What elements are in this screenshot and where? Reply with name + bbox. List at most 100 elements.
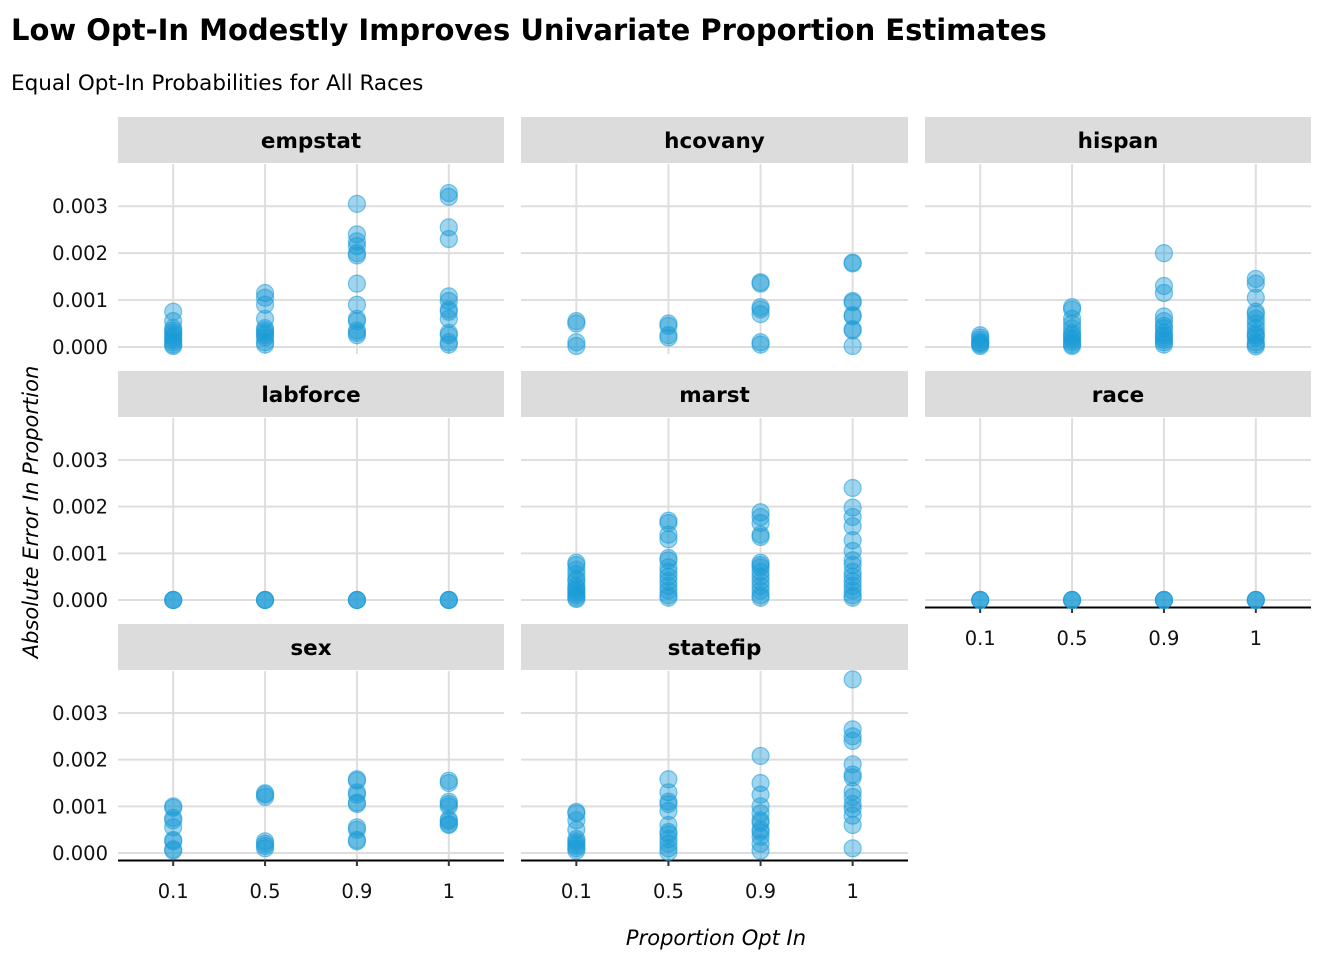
data-point bbox=[659, 328, 678, 347]
data-point bbox=[439, 187, 458, 206]
facet-strip bbox=[521, 624, 908, 670]
data-point bbox=[751, 841, 770, 860]
data-point bbox=[439, 590, 458, 610]
data-point bbox=[439, 335, 458, 354]
facet-label: empstat bbox=[261, 129, 361, 154]
data-point bbox=[843, 531, 862, 550]
data-point bbox=[255, 328, 275, 347]
data-point bbox=[659, 825, 678, 844]
data-point bbox=[659, 770, 678, 789]
data-point bbox=[1154, 276, 1174, 296]
data-point bbox=[567, 336, 586, 356]
facet-strip bbox=[118, 371, 504, 417]
data-point bbox=[164, 336, 183, 356]
data-point bbox=[751, 558, 770, 577]
x-axis-title: Proportion Opt In bbox=[626, 926, 806, 950]
data-point bbox=[567, 841, 586, 860]
data-point bbox=[164, 841, 183, 860]
data-point bbox=[255, 787, 275, 807]
x-tick-label: 1 bbox=[846, 880, 858, 903]
data-point bbox=[255, 335, 275, 354]
y-tick-label: 0.001 bbox=[52, 289, 108, 312]
data-point bbox=[751, 834, 770, 853]
data-point bbox=[843, 567, 862, 586]
data-point bbox=[1246, 305, 1265, 324]
data-point bbox=[439, 229, 458, 249]
data-point bbox=[1154, 335, 1174, 354]
x-tick-label: 0.5 bbox=[653, 880, 684, 903]
data-point bbox=[255, 839, 275, 858]
facet-strip bbox=[925, 371, 1311, 417]
facet-label: labforce bbox=[261, 383, 360, 408]
y-tick-label: 0.001 bbox=[52, 542, 108, 565]
data-point bbox=[843, 799, 862, 818]
facet-strip bbox=[925, 117, 1311, 163]
data-point bbox=[843, 321, 862, 340]
data-point bbox=[439, 773, 458, 793]
data-point bbox=[751, 300, 770, 319]
data-point bbox=[1154, 244, 1174, 263]
data-point bbox=[971, 336, 990, 356]
x-tick-label: 0.1 bbox=[158, 880, 189, 903]
y-tick-label: 0.000 bbox=[52, 336, 108, 359]
facet-panel-sex: sex 0.000 0.001 0.002 0.003 0.1 0.5 0.9 1 bbox=[52, 624, 504, 903]
y-tick-label: 0.000 bbox=[52, 842, 108, 865]
facet-panel-race: race 0.1 0.5 0.9 1 bbox=[925, 371, 1311, 650]
data-point bbox=[347, 236, 367, 256]
data-point bbox=[843, 588, 862, 607]
data-point bbox=[347, 246, 367, 265]
data-point bbox=[751, 567, 770, 586]
data-point bbox=[751, 274, 770, 293]
data-point bbox=[164, 590, 183, 610]
data-point bbox=[843, 670, 862, 689]
data-point bbox=[843, 727, 862, 746]
data-point bbox=[751, 746, 770, 766]
data-point bbox=[843, 806, 862, 825]
y-tick-label: 0.003 bbox=[52, 702, 108, 725]
x-tick-label: 0.9 bbox=[745, 880, 776, 903]
data-point bbox=[971, 590, 990, 610]
y-tick-label: 0.002 bbox=[52, 242, 108, 265]
data-point bbox=[567, 589, 586, 609]
data-point bbox=[751, 797, 770, 816]
x-tick-label: 1 bbox=[1250, 627, 1262, 650]
facet-panel-hcovany: hcovany bbox=[521, 117, 908, 356]
data-point bbox=[751, 305, 770, 324]
data-point bbox=[347, 832, 367, 851]
data-point bbox=[843, 541, 862, 561]
x-tick-label: 0.9 bbox=[1148, 627, 1179, 650]
facet-strip bbox=[118, 117, 504, 163]
data-point bbox=[659, 829, 678, 849]
data-point bbox=[843, 478, 862, 498]
data-point bbox=[843, 731, 862, 751]
data-point bbox=[843, 581, 862, 600]
facet-strip bbox=[521, 371, 908, 417]
data-point bbox=[164, 811, 183, 830]
x-tick-label: 0.1 bbox=[561, 880, 592, 903]
data-point bbox=[255, 288, 275, 307]
y-tick-label: 0.002 bbox=[52, 496, 108, 519]
data-point bbox=[567, 804, 586, 823]
data-point bbox=[843, 815, 862, 835]
data-point bbox=[659, 794, 678, 814]
data-point bbox=[843, 562, 862, 582]
data-point bbox=[843, 498, 862, 517]
data-point bbox=[439, 797, 458, 816]
data-point bbox=[843, 768, 862, 787]
data-point bbox=[659, 588, 678, 607]
data-point bbox=[843, 755, 862, 774]
data-point bbox=[659, 842, 678, 862]
facet-label: statefip bbox=[668, 636, 762, 661]
data-point bbox=[347, 194, 367, 213]
data-point bbox=[843, 307, 862, 326]
facet-label: race bbox=[1092, 383, 1144, 408]
data-point bbox=[843, 336, 862, 356]
data-point bbox=[751, 581, 770, 600]
facet-panel-marst: marst bbox=[521, 371, 908, 609]
y-tick-label: 0.001 bbox=[52, 795, 108, 818]
data-point bbox=[567, 314, 586, 333]
data-point bbox=[659, 558, 678, 577]
facet-panel-empstat: empstat 0.000 0.001 0.002 0.003 bbox=[52, 117, 504, 359]
y-tick-label: 0.000 bbox=[52, 589, 108, 612]
data-point bbox=[751, 572, 770, 591]
